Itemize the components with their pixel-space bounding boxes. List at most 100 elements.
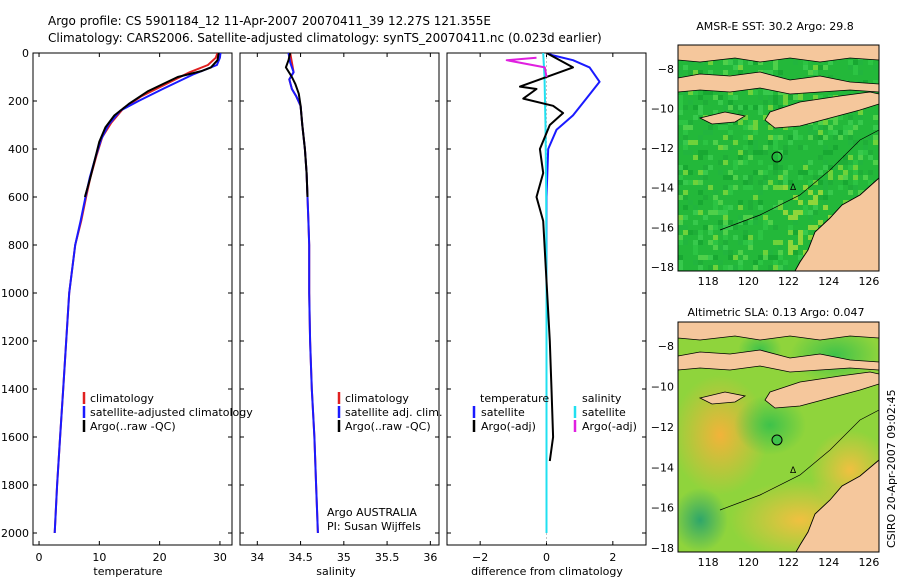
land-timor [764,91,879,129]
sst-pixel [718,225,723,230]
sst-map: Δ [678,45,879,271]
sst-pixel [813,175,818,180]
sst-pixel [778,155,783,160]
salinity-note-line1: Argo AUSTRALIA [327,506,417,519]
sst-pixel [788,180,793,185]
sst-pixel [803,185,808,190]
sst-pixel [698,190,703,195]
sst-pixel [753,150,758,155]
salinity-series-group [284,53,319,534]
figure-title-line1: Argo profile: CS 5901184_12 11-Apr-2007 … [48,14,491,28]
sst-pixel [708,240,713,245]
sst-pixel [743,240,748,245]
sst-pixel [698,155,703,160]
sst-pixel [728,145,733,150]
sst-pixel [863,80,868,85]
sst-pixel [753,90,758,95]
sst-pixel [823,120,828,125]
sst-pixel [788,230,793,235]
sst-pixel [738,205,743,210]
sst-pixel [778,250,783,255]
sst-pixel [718,145,723,150]
sst-pixel [818,125,823,130]
sst-pixel [808,125,813,130]
temperature-line-argo-raw-qc [83,53,220,198]
sst-pixel [698,175,703,180]
sst-pixel [808,210,813,215]
sst-pixel [758,170,763,175]
sst-pixel [858,170,863,175]
sst-pixel [743,180,748,185]
land-north [678,322,879,341]
sst-pixel [723,145,728,150]
sst-pixel [713,255,718,260]
sst-pixel [688,150,693,155]
sla-cool-anomaly [678,488,728,552]
sst-pixel [748,175,753,180]
sst-pixel [798,175,803,180]
sst-pixel [803,205,808,210]
sst-pixel [738,120,743,125]
sst-pixel [778,200,783,205]
sst-pixel [713,110,718,115]
sst-pixel [693,115,698,120]
sst-pixel [698,105,703,110]
sst-pixel [783,170,788,175]
sst-pixel [758,105,763,110]
sst-pixel [748,105,753,110]
sst-pixel [753,170,758,175]
sst-pixel [788,225,793,230]
sst-pixel [758,180,763,185]
temperature-line-satellite-adjusted-climatology [53,53,222,534]
sst-pixel [773,135,778,140]
sst-pixel [798,145,803,150]
series-layer [53,53,601,534]
sst-pixel [678,110,683,115]
sst-pixel [828,180,833,185]
sst-pixel [728,185,733,190]
sst-pixel [738,265,743,270]
sst-pixel [713,195,718,200]
sst-pixel [678,100,683,105]
sst-pixel [808,160,813,165]
sst-pixel [823,145,828,150]
difference-xlabel: difference from climatology [471,565,623,578]
sst-pixel [778,70,783,75]
sst-pixel [823,65,828,70]
depth-tick-label: 0 [22,47,29,60]
sst-pixel [778,180,783,185]
sst-pixel [698,200,703,205]
sst-pixel [843,130,848,135]
sst-pixel [733,225,738,230]
sst-pixel [828,60,833,65]
sst-pixel [818,95,823,100]
sst-pixel [788,125,793,130]
difference-legend-temp-header: temperature [480,392,549,405]
sst-pixel [848,65,853,70]
sst-pixel [703,90,708,95]
sst-pixel [753,260,758,265]
sst-pixel [813,200,818,205]
sst-pixel [693,230,698,235]
difference-legend-sal-argo: Argo(-adj) [582,420,637,433]
sst-pixel [853,140,858,145]
sst-pixel [678,190,683,195]
sst-pixel [828,190,833,195]
sst-pixel [753,60,758,65]
sst-pixel [718,200,723,205]
sst-pixel [688,100,693,105]
sst-pixel [823,195,828,200]
sst-pixel [768,70,773,75]
argo-position-marker [771,434,783,446]
difference-line-salinity-satellite [542,53,548,533]
sst-pixel [793,220,798,225]
sst-pixel [788,165,793,170]
sst-pixel [688,170,693,175]
sst-pixel [678,235,683,240]
sst-pixel [838,115,843,120]
sst-pixel [843,125,848,130]
sst-pixel [798,200,803,205]
sst-pixel [693,240,698,245]
sst-pixel [678,170,683,175]
sst-pixel [738,215,743,220]
